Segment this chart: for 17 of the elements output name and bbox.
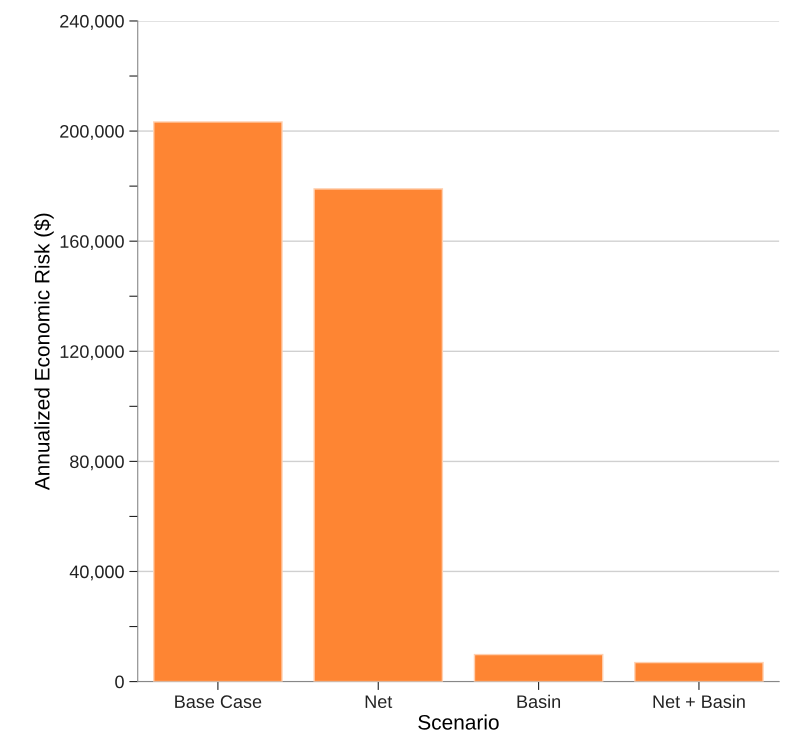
- y-tick-label: 0: [115, 676, 124, 688]
- y-tick-label: 40,000: [70, 565, 124, 580]
- y-tick-label: 160,000: [60, 235, 124, 250]
- bar: [313, 188, 444, 682]
- bar: [153, 121, 283, 682]
- x-tick-label: Base Case: [175, 695, 262, 708]
- bar: [634, 662, 764, 682]
- y-tick-label: 200,000: [60, 125, 124, 140]
- bar: [474, 654, 604, 682]
- y-tick-label: 240,000: [60, 14, 124, 30]
- y-tick-label: 120,000: [60, 345, 124, 360]
- x-tick-label: Net: [366, 695, 392, 708]
- x-tick-label: Net + Basin: [654, 694, 745, 708]
- y-axis-title: Annualized Economic Risk ($): [34, 214, 54, 490]
- y-tick-label: 80,000: [70, 455, 124, 470]
- x-axis-title: Scenario: [418, 714, 499, 730]
- x-tick-label: Basin: [518, 694, 560, 708]
